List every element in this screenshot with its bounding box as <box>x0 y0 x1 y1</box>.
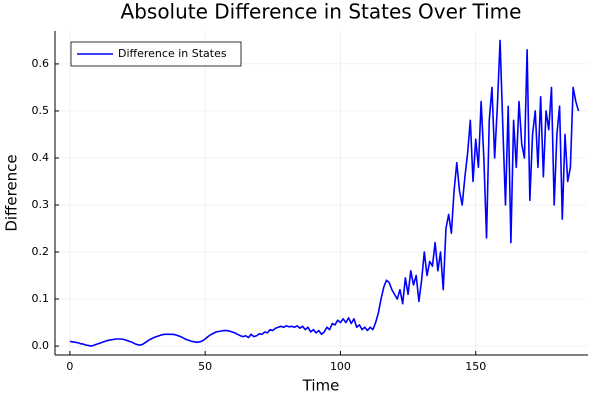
legend: Difference in States <box>70 41 242 67</box>
y-tick-label: 0.4 <box>32 151 50 164</box>
legend-label: Difference in States <box>118 47 227 60</box>
x-tick-label: 0 <box>66 360 73 373</box>
y-tick-label: 0.0 <box>32 339 50 352</box>
chart-title: Absolute Difference in States Over Time <box>121 0 522 24</box>
x-axis-label: Time <box>302 377 340 395</box>
x-tick-label: 150 <box>465 360 486 373</box>
x-tick-label: 50 <box>198 360 212 373</box>
y-tick-label: 0.2 <box>32 245 50 258</box>
y-tick-label: 0.3 <box>32 198 50 211</box>
y-tick-label: 0.5 <box>32 104 50 117</box>
y-axis-label: Difference <box>3 154 21 231</box>
y-tick-label: 0.6 <box>32 57 50 70</box>
y-tick-label: 0.1 <box>32 292 50 305</box>
data-line <box>69 39 580 347</box>
x-tick-label: 100 <box>330 360 351 373</box>
